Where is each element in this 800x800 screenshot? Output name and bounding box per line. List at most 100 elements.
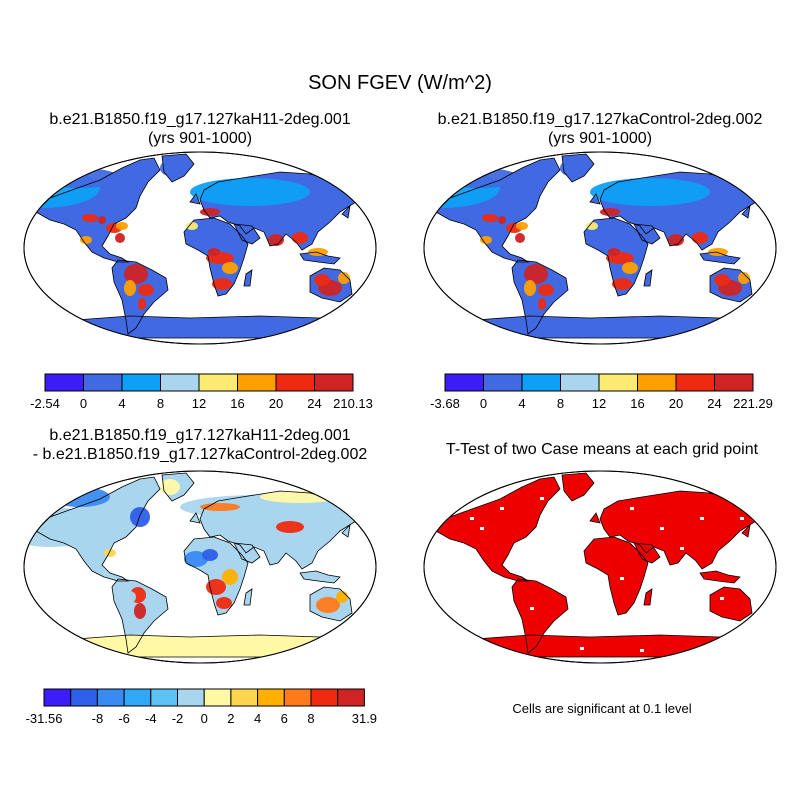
colorbar-label: 221.29 (733, 396, 773, 411)
globe-land-3 (24, 472, 373, 658)
colorbar-swatch (283, 688, 312, 707)
heat-cell (138, 298, 146, 310)
land-antarctica (462, 635, 750, 657)
land-north-america (36, 158, 160, 262)
land-new-zealand (764, 613, 772, 625)
colorbar-swatch (675, 373, 715, 392)
coastline-arabia (633, 542, 661, 564)
land-new-zealand (364, 294, 372, 306)
colorbar-label: 12 (192, 396, 206, 411)
heat-cell (200, 208, 220, 216)
land-arabia (634, 543, 660, 563)
heat-cell (498, 216, 506, 224)
coastline-arabia (633, 223, 661, 245)
coastline-australia (309, 586, 353, 622)
coastline-madagascar (643, 269, 653, 287)
heat-cell (424, 168, 500, 208)
heat-cell (538, 298, 546, 310)
heat-cell (208, 248, 220, 256)
land-australia (710, 587, 752, 621)
nonsignificant-cell (660, 527, 664, 530)
heat-cell (668, 234, 684, 246)
colorbar-label: 4 (254, 711, 261, 726)
nonsignificant-cell (740, 517, 744, 520)
coastline-north-america (435, 157, 561, 263)
heat-cell (480, 236, 492, 244)
colorbar-difference: -31.56 -8 -6 -4 -2 0 2 4 6 8 31.9 (26, 688, 377, 726)
coastline-madagascar (643, 588, 653, 606)
nonsignificant-cell (680, 547, 684, 550)
heat-cell (608, 248, 620, 256)
colorbar-label: -3.68 (430, 396, 460, 411)
globe-land-1 (24, 153, 373, 339)
globe-border-4 (423, 470, 777, 664)
coastline-australia (709, 586, 753, 622)
land-antarctica (462, 316, 750, 338)
colorbar-swatch (310, 688, 339, 707)
land-indonesia (300, 252, 340, 264)
colorbar-label: 8 (307, 711, 314, 726)
colorbar-case1: -2.54 0 4 8 12 16 20 24 210.13 (30, 373, 373, 411)
land-uk (590, 513, 600, 523)
colorbar-swatch (237, 373, 277, 392)
colorbar-swatch (44, 373, 84, 392)
coastline-uk (189, 512, 201, 524)
colorbars: -2.54 0 4 8 12 16 20 24 210.13 -3.68 0 4 8 12 16 20 24 22… (26, 373, 773, 726)
colorbar-swatch (123, 688, 152, 707)
colorbar-label: -8 (92, 711, 104, 726)
panel4-title: T-Test of two Case means at each grid po… (445, 441, 759, 458)
heat-cell (268, 234, 284, 246)
heat-cell (124, 591, 136, 603)
coastline-greenland (161, 153, 195, 183)
heat-cell (222, 262, 238, 274)
colorbar-swatch (314, 373, 354, 392)
panel3-title-line2: - b.e21.B1850.f19_g17.127kaControl-2deg.… (32, 446, 368, 463)
colorbar-swatch (43, 688, 72, 707)
colorbar-swatch (160, 373, 200, 392)
colorbar-swatch (444, 373, 484, 392)
heat-cell (80, 236, 92, 244)
heat-cell (738, 272, 750, 284)
land-indonesia (700, 571, 740, 583)
heat-cell (134, 603, 146, 619)
colorbar-swatch (560, 373, 600, 392)
panel2-title: b.e21.B1850.f19_g17.127kaControl-2deg.00… (400, 110, 800, 148)
colorbar-label: 24 (307, 396, 321, 411)
coastline-south-america (111, 578, 169, 654)
heat-cell (524, 264, 548, 284)
land-eurasia (600, 491, 760, 569)
heat-cell (130, 507, 150, 527)
nonsignificant-cell (620, 577, 624, 580)
coastline-australia (709, 267, 753, 303)
coastline-arabia (233, 542, 261, 564)
coastline-indonesia (699, 570, 741, 584)
colorbar-swatch (275, 373, 315, 392)
coastline-new-zealand (763, 612, 773, 627)
colorbar-swatch (96, 688, 125, 707)
heat-cell (80, 639, 320, 655)
heat-cell (538, 284, 554, 296)
heat-cell (516, 222, 528, 230)
coastline-australia (309, 267, 353, 303)
colorbar-label: 20 (669, 396, 683, 411)
heat-cell (82, 214, 98, 222)
colorbar-label: 4 (118, 396, 125, 411)
coastline-south-america (111, 259, 169, 335)
heat-cell (212, 278, 232, 290)
coastline-greenland (561, 153, 595, 183)
land-arabia (634, 224, 660, 244)
colorbar-label: 0 (201, 711, 208, 726)
heat-cell (216, 597, 232, 609)
colorbar-label: -2.54 (30, 396, 60, 411)
colorbar-swatch (70, 688, 98, 707)
coastline-uk (589, 193, 601, 205)
coastline-madagascar (243, 269, 253, 287)
globe-border-1 (23, 151, 377, 345)
coastline-japan (341, 523, 351, 538)
coastline-north-america (35, 476, 161, 582)
panel1-title: b.e21.B1850.f19_g17.127kaH11-2deg.001 (y… (0, 110, 400, 148)
heat-cell (104, 549, 116, 557)
coastline-indonesia (299, 570, 341, 584)
heat-cell (314, 274, 330, 286)
